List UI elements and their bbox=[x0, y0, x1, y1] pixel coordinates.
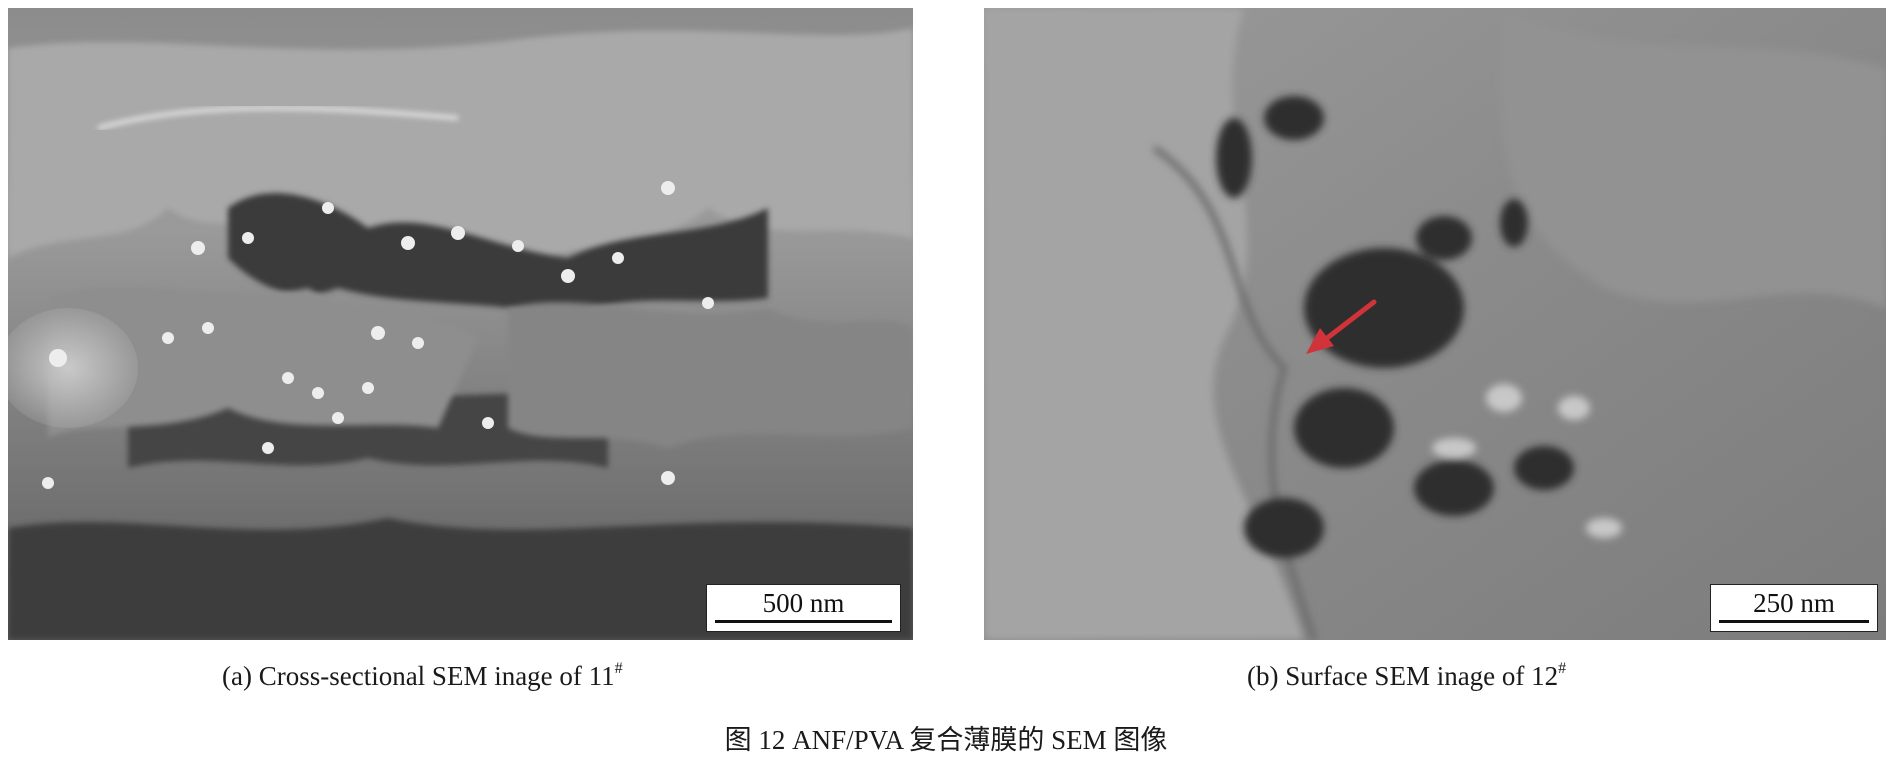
sem-image-surface: 250 nm bbox=[984, 8, 1886, 640]
scale-bar-label: 500 nm bbox=[762, 588, 845, 618]
red-arrow-icon bbox=[1306, 299, 1377, 354]
scale-bar-line bbox=[715, 620, 892, 623]
caption-panel-b: (b) Surface SEM inage of 12# bbox=[1247, 660, 1566, 692]
figure-title: 图 12 ANF/PVA 复合薄膜的 SEM 图像 bbox=[724, 725, 1168, 755]
caption-panel-a: (a) Cross-sectional SEM inage of 11# bbox=[222, 660, 623, 692]
caption-superscript: # bbox=[614, 660, 623, 677]
caption-superscript: # bbox=[1558, 660, 1567, 677]
sem-micrograph-b bbox=[984, 8, 1886, 640]
scale-bar-label: 250 nm bbox=[1753, 588, 1835, 618]
sem-micrograph-a bbox=[8, 8, 913, 640]
caption-text: (a) Cross-sectional SEM inage of 11 bbox=[222, 661, 615, 691]
caption-text: (b) Surface SEM inage of 12 bbox=[1247, 661, 1559, 691]
scale-bar-b: 250 nm bbox=[1710, 584, 1878, 632]
sem-image-cross-section: 500 nm bbox=[8, 8, 913, 640]
scale-bar-line bbox=[1719, 620, 1869, 623]
scale-bar-a: 500 nm bbox=[706, 584, 901, 632]
